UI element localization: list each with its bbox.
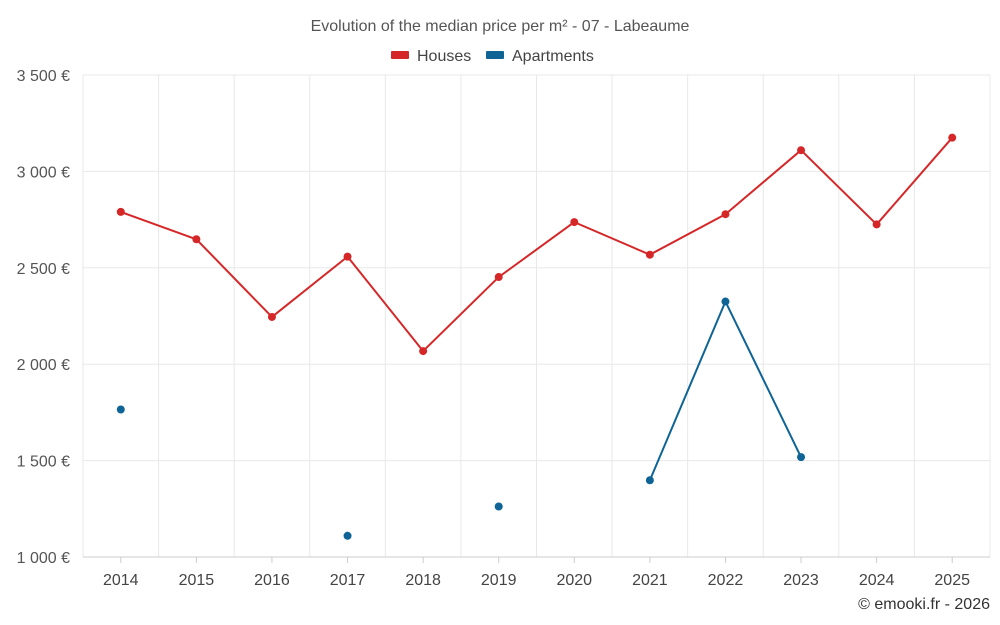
data-point[interactable] (116, 207, 125, 216)
legend-apartments-swatch[interactable] (486, 51, 504, 59)
x-tick-label: 2025 (934, 572, 970, 589)
data-point[interactable] (267, 312, 276, 321)
x-tick-label: 2018 (405, 572, 441, 589)
data-point[interactable] (872, 220, 881, 229)
legend: Houses Apartments (391, 48, 594, 65)
y-tick-label: 2 000 € (17, 357, 70, 374)
x-tick-label: 2016 (254, 572, 290, 589)
data-point[interactable] (343, 252, 352, 261)
data-point[interactable] (797, 453, 806, 462)
series-line-segment (119, 210, 198, 241)
x-tick-label: 2019 (481, 572, 517, 589)
y-tick-label: 3 000 € (17, 164, 70, 181)
data-point[interactable] (570, 218, 579, 227)
series-line-segment (724, 300, 803, 459)
data-point[interactable] (645, 476, 654, 485)
series-line-segment (875, 136, 954, 226)
series-line-segment (800, 149, 878, 226)
series-line-segment (270, 255, 349, 318)
x-tick-label: 2015 (179, 572, 215, 589)
data-point[interactable] (721, 210, 730, 219)
x-axis: 2014 2015 2016 2017 2018 2019 2020 2021 2022 2023… (83, 556, 990, 589)
x-tick-label: 2023 (783, 572, 819, 589)
y-tick-label: 1 000 € (17, 550, 70, 567)
data-point[interactable] (645, 250, 654, 259)
data-point[interactable] (192, 235, 201, 244)
credit-text: © emooki.fr - 2026 (858, 596, 990, 613)
series-line-segment (648, 213, 727, 256)
y-axis: 1 000 € 1 500 € 2 000 € 2 500 € 3 000 € 3 500… (17, 68, 70, 567)
x-tick-label: 2021 (632, 572, 668, 589)
series (116, 133, 957, 540)
x-tick-label: 2020 (556, 572, 592, 589)
legend-apartments-label[interactable]: Apartments (512, 48, 594, 65)
y-tick-label: 1 500 € (17, 454, 70, 471)
data-point[interactable] (721, 297, 730, 306)
x-tick-label: 2014 (103, 572, 139, 589)
series-apartments (116, 297, 806, 540)
data-point[interactable] (116, 405, 125, 414)
x-tick-label: 2024 (859, 572, 895, 589)
x-tick-label: 2022 (708, 572, 744, 589)
data-point[interactable] (494, 273, 503, 282)
legend-houses-label[interactable]: Houses (417, 48, 471, 65)
grid (82, 74, 991, 558)
data-point[interactable] (494, 502, 503, 511)
data-point[interactable] (797, 146, 806, 155)
series-line-segment (573, 221, 651, 256)
chart-title: Evolution of the median price per m² - 0… (311, 18, 690, 35)
legend-houses-swatch[interactable] (391, 51, 409, 59)
series-line-segment (346, 255, 425, 353)
series-line-segment (422, 276, 500, 353)
y-tick-label: 2 500 € (17, 261, 70, 278)
series-line-segment (724, 149, 803, 216)
series-line-segment (648, 300, 727, 482)
data-point[interactable] (948, 133, 957, 142)
y-tick-label: 3 500 € (17, 68, 70, 85)
series-houses (116, 133, 957, 356)
x-tick-label: 2017 (330, 572, 366, 589)
series-line-segment (195, 238, 273, 318)
series-line-segment (497, 221, 576, 279)
data-point[interactable] (419, 347, 428, 356)
data-point[interactable] (343, 531, 352, 540)
